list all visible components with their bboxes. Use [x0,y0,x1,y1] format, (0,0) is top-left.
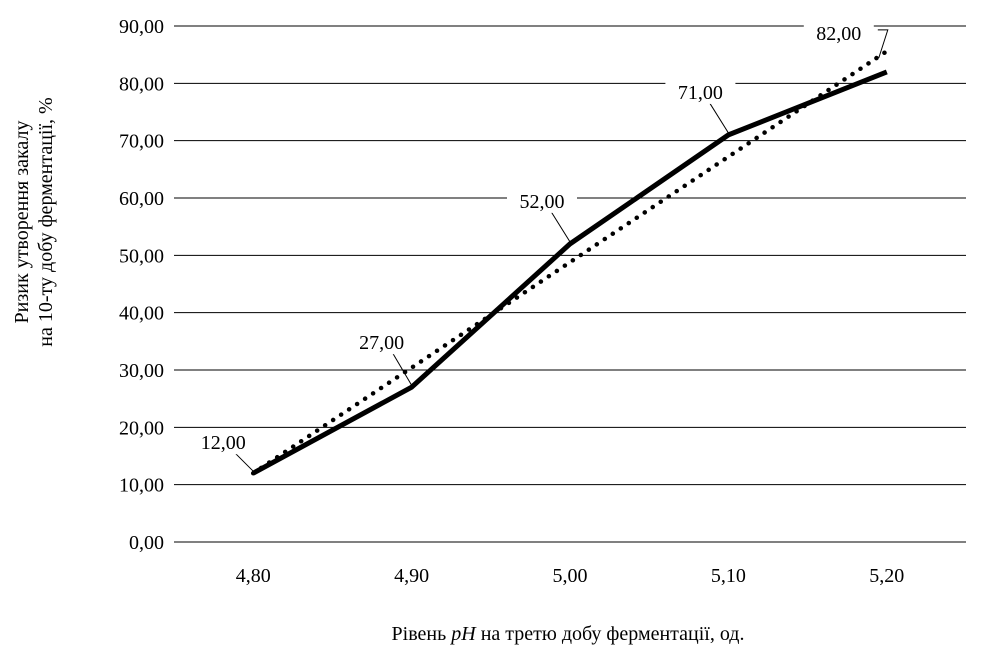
linear-trendline [250,48,890,476]
data-label-text: 82,00 [816,23,861,45]
x-tick-label: 4,80 [236,565,271,587]
leader-line [352,350,413,386]
x-tick-label: 5,20 [869,565,904,587]
data-label-text: 27,00 [359,332,404,354]
data-label: 12,00 [188,428,259,472]
y-axis-title-line2: на 10-ту добу ферментації, % [35,97,57,346]
gridlines [174,25,966,543]
x-axis-title: Рівень pH на третю добу ферментації, од. [392,623,745,645]
label-background [665,77,736,104]
y-axis-title-line1: Ризик утворення закалу [11,121,33,324]
x-tick-label: 5,00 [553,565,588,587]
y-axis-tick-labels: 0,00 10,00 20,00 30,00 40,00 50,00 60,00 70,00 8… [119,16,164,554]
y-tick-label: 60,00 [119,188,164,210]
data-label: 82,00 [803,18,889,59]
y-tick-label: 40,00 [119,303,164,325]
y-tick-label: 30,00 [119,360,164,382]
y-tick-label: 70,00 [119,131,164,153]
data-label: 52,00 [507,186,577,243]
data-label-text: 52,00 [520,191,565,213]
label-background [346,328,417,355]
leader-line [513,209,571,243]
label-background [803,18,874,45]
y-tick-label: 0,00 [129,532,164,554]
data-labels: 12,00 27,00 52,00 71,00 82,00 [188,18,889,472]
y-tick-label: 10,00 [119,475,164,497]
leader-line [671,100,729,134]
y-tick-label: 20,00 [119,417,164,439]
y-tick-label: 80,00 [119,73,164,95]
label-background [188,428,259,455]
label-background [507,186,577,213]
y-tick-label: 90,00 [119,16,164,38]
leader-line [877,29,889,59]
data-label: 27,00 [346,328,417,386]
x-tick-label: 5,10 [711,565,746,587]
data-label-text: 71,00 [678,82,723,104]
series-line [252,69,888,476]
x-tick-label: 4,90 [394,565,429,587]
data-label-text: 12,00 [201,432,246,454]
data-label: 71,00 [665,77,736,134]
y-tick-label: 50,00 [119,245,164,267]
x-axis-tick-labels: 4,80 4,90 5,00 5,10 5,20 [236,565,905,587]
